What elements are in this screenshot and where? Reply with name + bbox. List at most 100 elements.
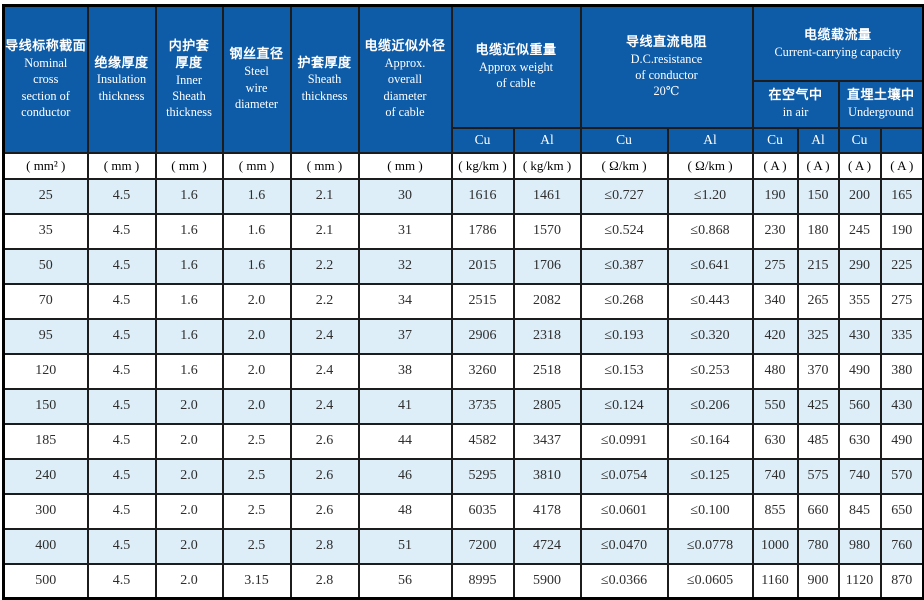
table-cell: ≤0.0991 xyxy=(579,422,669,460)
table-cell: 4.5 xyxy=(86,177,157,215)
unit-cell: ( mm ) xyxy=(221,151,292,180)
table-row: 95 4.5 1.6 2.0 2.4 37 2906 2318 ≤0.193 ≤0.320 420 3… xyxy=(2,317,924,355)
table-cell: 2515 xyxy=(450,282,515,320)
table-cell: 1570 xyxy=(512,212,582,250)
header-row-1: 导线标称截面 Nominal cross section of conducto… xyxy=(2,4,924,154)
table-cell: 2.0 xyxy=(154,562,224,600)
table-cell: 1160 xyxy=(751,562,799,600)
table-row: 150 4.5 2.0 2.0 2.4 41 3735 2805 ≤0.124 ≤0.206 550… xyxy=(2,387,924,425)
table-cell: 2.2 xyxy=(289,282,360,320)
header-en-label: Steel wire diameter xyxy=(234,64,278,111)
table-cell: 225 xyxy=(879,247,924,285)
subheader-underground-al xyxy=(879,126,924,154)
header-steel-wire-diameter: 钢丝直径 Steel wire diameter xyxy=(221,4,292,154)
table-cell: 855 xyxy=(751,492,799,530)
header-zh-label: 内护套 厚度 xyxy=(168,38,210,70)
table-cell: 630 xyxy=(837,422,882,460)
table-cell: 31 xyxy=(357,212,453,250)
unit-cell: ( mm ) xyxy=(357,151,453,180)
table-cell: 490 xyxy=(879,422,924,460)
header-zh-label: 电缆载流量 xyxy=(804,26,872,42)
table-cell: 4.5 xyxy=(86,387,157,425)
table-cell: 760 xyxy=(879,527,924,565)
header-insulation-thickness: 绝缘厚度 Insulation thickness xyxy=(86,4,157,154)
table-cell: ≤0.524 xyxy=(579,212,669,250)
header-en-label: Underground xyxy=(848,105,914,120)
header-zh-label: 钢丝直径 xyxy=(229,46,284,62)
table-cell: ≤0.253 xyxy=(666,352,754,390)
table-cell: 190 xyxy=(751,177,799,215)
unit-cell: ( kg/km ) xyxy=(450,151,515,180)
table-cell: 35 xyxy=(2,212,89,250)
table-cell: 2.6 xyxy=(289,422,360,460)
table-cell: 4.5 xyxy=(86,492,157,530)
table-cell: 185 xyxy=(2,422,89,460)
subheader-resistance-al: Al xyxy=(666,126,754,154)
header-dc-resistance: 导线直流电阻 D.C.resistance of conductor 20℃ xyxy=(579,4,754,129)
table-cell: 845 xyxy=(837,492,882,530)
table-cell: 1.6 xyxy=(221,247,292,285)
header-sheath-thickness: 护套厚度 Sheath thickness xyxy=(289,4,360,154)
table-row: 400 4.5 2.0 2.5 2.8 51 7200 4724 ≤0.0470 ≤0.0778 1… xyxy=(2,527,924,565)
subheader-row: Cu Al Cu Al Cu Al Cu xyxy=(4,126,924,154)
table-cell: 300 xyxy=(2,492,89,530)
unit-cell: ( Ω/km ) xyxy=(579,151,669,180)
header-en-label: Approx weight of cable xyxy=(478,59,554,91)
table-cell: ≤0.0605 xyxy=(666,562,754,600)
table-cell: 980 xyxy=(837,527,882,565)
table-cell: ≤0.125 xyxy=(666,457,754,495)
table-cell: 1706 xyxy=(512,247,582,285)
table-cell: 2015 xyxy=(450,247,515,285)
subheader-resistance-cu: Cu xyxy=(579,126,669,154)
unit-cell: ( A ) xyxy=(751,151,799,180)
table-cell: 420 xyxy=(751,317,799,355)
table-cell: 25 xyxy=(2,177,89,215)
table-cell: 230 xyxy=(751,212,799,250)
table-cell: 430 xyxy=(879,387,924,425)
table-cell: 51 xyxy=(357,527,453,565)
table-cell: 355 xyxy=(837,282,882,320)
table-cell: 2318 xyxy=(512,317,582,355)
table-cell: 1.6 xyxy=(154,282,224,320)
table-cell: 3.15 xyxy=(221,562,292,600)
table-cell: ≤0.0366 xyxy=(579,562,669,600)
table-cell: 2518 xyxy=(512,352,582,390)
table-cell: 1.6 xyxy=(221,177,292,215)
table-cell: 4582 xyxy=(450,422,515,460)
table-cell: 1.6 xyxy=(154,247,224,285)
table-cell: 1461 xyxy=(512,177,582,215)
header-en-label: in air xyxy=(782,105,809,120)
table-cell: ≤0.206 xyxy=(666,387,754,425)
subheader-underground-cu: Cu xyxy=(837,126,882,154)
table-cell: 340 xyxy=(751,282,799,320)
table-cell: ≤0.868 xyxy=(666,212,754,250)
table-cell: 150 xyxy=(796,177,840,215)
table-cell: 400 xyxy=(2,527,89,565)
header-en-label: Insulation thickness xyxy=(96,72,147,103)
table-cell: 1.6 xyxy=(154,177,224,215)
table-cell: 1120 xyxy=(837,562,882,600)
table-cell: 56 xyxy=(357,562,453,600)
cable-spec-table: 导线标称截面 Nominal cross section of conducto… xyxy=(2,4,924,600)
table-cell: 8995 xyxy=(450,562,515,600)
header-underground: 直埋土壤中 Underground xyxy=(837,79,924,129)
table-cell: 32 xyxy=(357,247,453,285)
table-cell: 3437 xyxy=(512,422,582,460)
table-cell: 1000 xyxy=(751,527,799,565)
table-cell: 2.0 xyxy=(154,387,224,425)
table-cell: 2.0 xyxy=(154,422,224,460)
table-cell: 4.5 xyxy=(86,457,157,495)
table-cell: 430 xyxy=(837,317,882,355)
table-cell: ≤0.268 xyxy=(579,282,669,320)
header-current-carrying-capacity: 电缆载流量 Current-carrying capacity xyxy=(751,4,924,82)
table-row: 120 4.5 1.6 2.0 2.4 38 3260 2518 ≤0.153 ≤0.253 480… xyxy=(2,352,924,390)
table-cell: 500 xyxy=(2,562,89,600)
table-cell: 165 xyxy=(879,177,924,215)
table-cell: 5900 xyxy=(512,562,582,600)
unit-cell: ( mm ) xyxy=(86,151,157,180)
unit-cell: ( kg/km ) xyxy=(512,151,582,180)
header-en-label: Sheath thickness xyxy=(301,72,348,103)
table-cell: 50 xyxy=(2,247,89,285)
table-cell: 1.6 xyxy=(154,212,224,250)
